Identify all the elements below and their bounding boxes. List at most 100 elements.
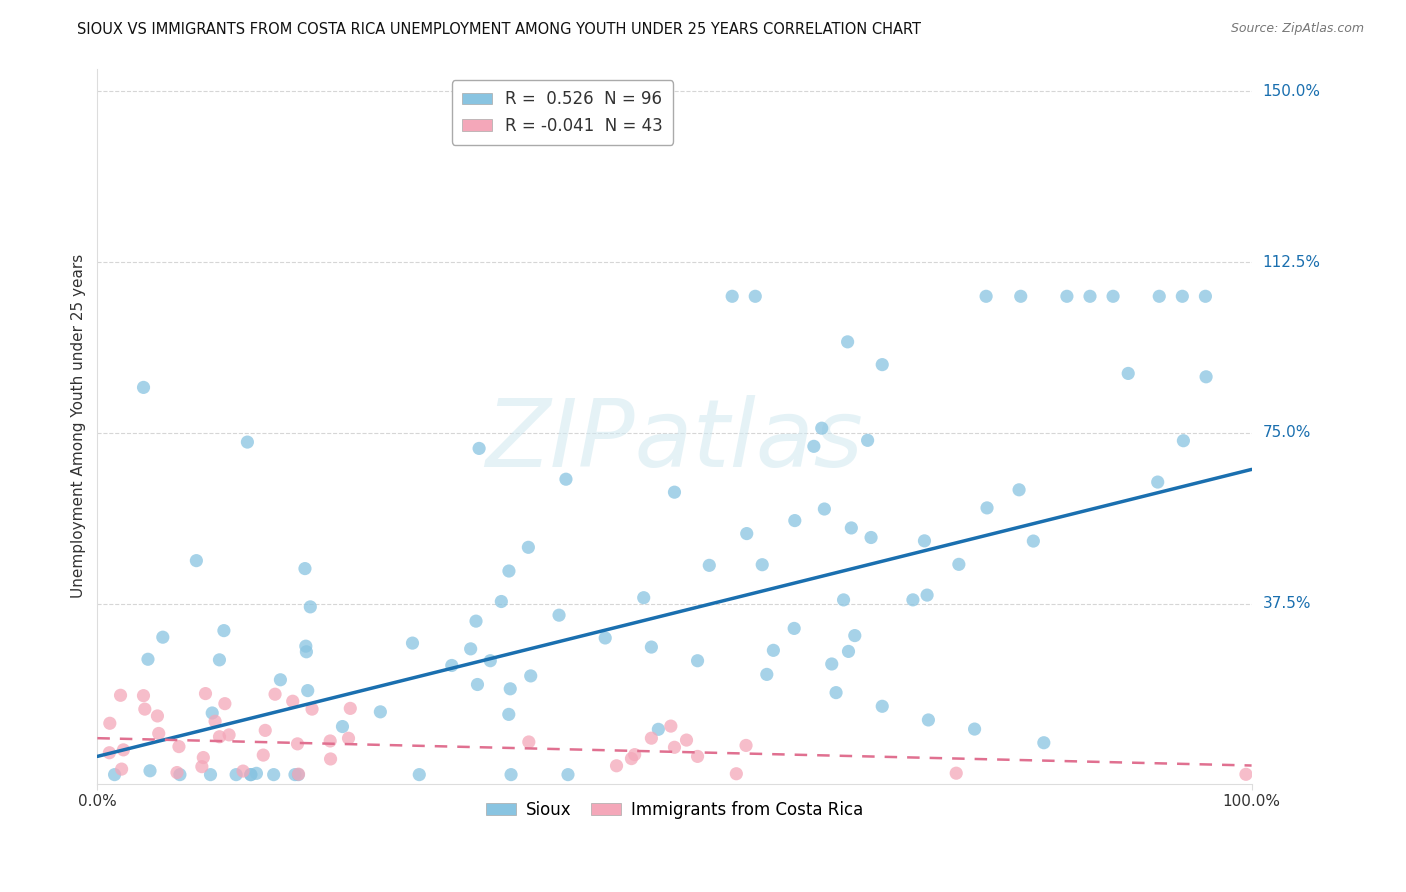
Y-axis label: Unemployment Among Youth under 25 years: Unemployment Among Youth under 25 years: [72, 254, 86, 599]
Point: [465, 614, 488, 628]
Point: [640, 731, 662, 746]
Point: [825, 685, 848, 699]
Point: [239, 767, 262, 781]
Point: [467, 677, 489, 691]
Text: ZIPatlas: ZIPatlas: [485, 395, 863, 486]
Point: [1032, 736, 1054, 750]
Point: [762, 643, 785, 657]
Point: [214, 697, 236, 711]
Point: [735, 739, 758, 753]
Point: [264, 687, 287, 701]
Point: [112, 743, 135, 757]
Point: [914, 533, 936, 548]
Point: [110, 688, 132, 702]
Point: [191, 759, 214, 773]
Point: [1146, 475, 1168, 489]
Point: [148, 726, 170, 740]
Point: [870, 699, 893, 714]
Point: [370, 705, 392, 719]
Point: [555, 472, 578, 486]
Point: [239, 767, 262, 781]
Point: [263, 767, 285, 781]
Point: [1078, 289, 1101, 303]
Point: [479, 654, 502, 668]
Point: [1234, 767, 1257, 781]
Point: [134, 702, 156, 716]
Point: [218, 728, 240, 742]
Point: [287, 767, 309, 781]
Text: Source: ZipAtlas.com: Source: ZipAtlas.com: [1230, 22, 1364, 36]
Point: [901, 592, 924, 607]
Point: [200, 767, 222, 781]
Point: [284, 767, 307, 781]
Point: [659, 719, 682, 733]
Point: [974, 289, 997, 303]
Point: [557, 767, 579, 781]
Point: [408, 767, 430, 781]
Point: [1149, 289, 1171, 303]
Point: [860, 531, 883, 545]
Point: [460, 641, 482, 656]
Point: [299, 599, 322, 614]
Point: [491, 594, 513, 608]
Point: [697, 558, 720, 573]
Point: [837, 644, 859, 658]
Point: [735, 526, 758, 541]
Point: [948, 558, 970, 572]
Point: [136, 652, 159, 666]
Point: [319, 734, 342, 748]
Point: [339, 701, 361, 715]
Point: [236, 435, 259, 450]
Point: [721, 289, 744, 303]
Point: [254, 723, 277, 738]
Point: [498, 564, 520, 578]
Point: [499, 767, 522, 781]
Point: [332, 720, 354, 734]
Point: [245, 766, 267, 780]
Point: [204, 714, 226, 729]
Point: [152, 630, 174, 644]
Point: [499, 681, 522, 696]
Point: [110, 762, 132, 776]
Point: [755, 667, 778, 681]
Point: [548, 608, 571, 623]
Point: [1116, 367, 1139, 381]
Point: [225, 767, 247, 781]
Point: [98, 716, 121, 731]
Text: 112.5%: 112.5%: [1263, 254, 1320, 269]
Point: [281, 694, 304, 708]
Point: [98, 746, 121, 760]
Point: [287, 737, 309, 751]
Point: [139, 764, 162, 778]
Point: [837, 334, 859, 349]
Point: [295, 645, 318, 659]
Point: [945, 766, 967, 780]
Point: [193, 750, 215, 764]
Point: [870, 358, 893, 372]
Point: [517, 541, 540, 555]
Point: [623, 747, 645, 762]
Point: [844, 629, 866, 643]
Point: [675, 733, 697, 747]
Point: [633, 591, 655, 605]
Point: [186, 554, 208, 568]
Point: [468, 442, 491, 456]
Point: [1022, 534, 1045, 549]
Point: [337, 731, 360, 746]
Point: [1173, 434, 1195, 448]
Point: [664, 485, 686, 500]
Point: [606, 758, 628, 772]
Point: [963, 722, 986, 736]
Point: [1102, 289, 1125, 303]
Point: [440, 658, 463, 673]
Point: [783, 621, 806, 635]
Point: [821, 657, 844, 671]
Point: [269, 673, 291, 687]
Point: [856, 434, 879, 448]
Point: [686, 654, 709, 668]
Point: [664, 740, 686, 755]
Point: [297, 683, 319, 698]
Point: [498, 707, 520, 722]
Point: [915, 588, 938, 602]
Point: [232, 764, 254, 778]
